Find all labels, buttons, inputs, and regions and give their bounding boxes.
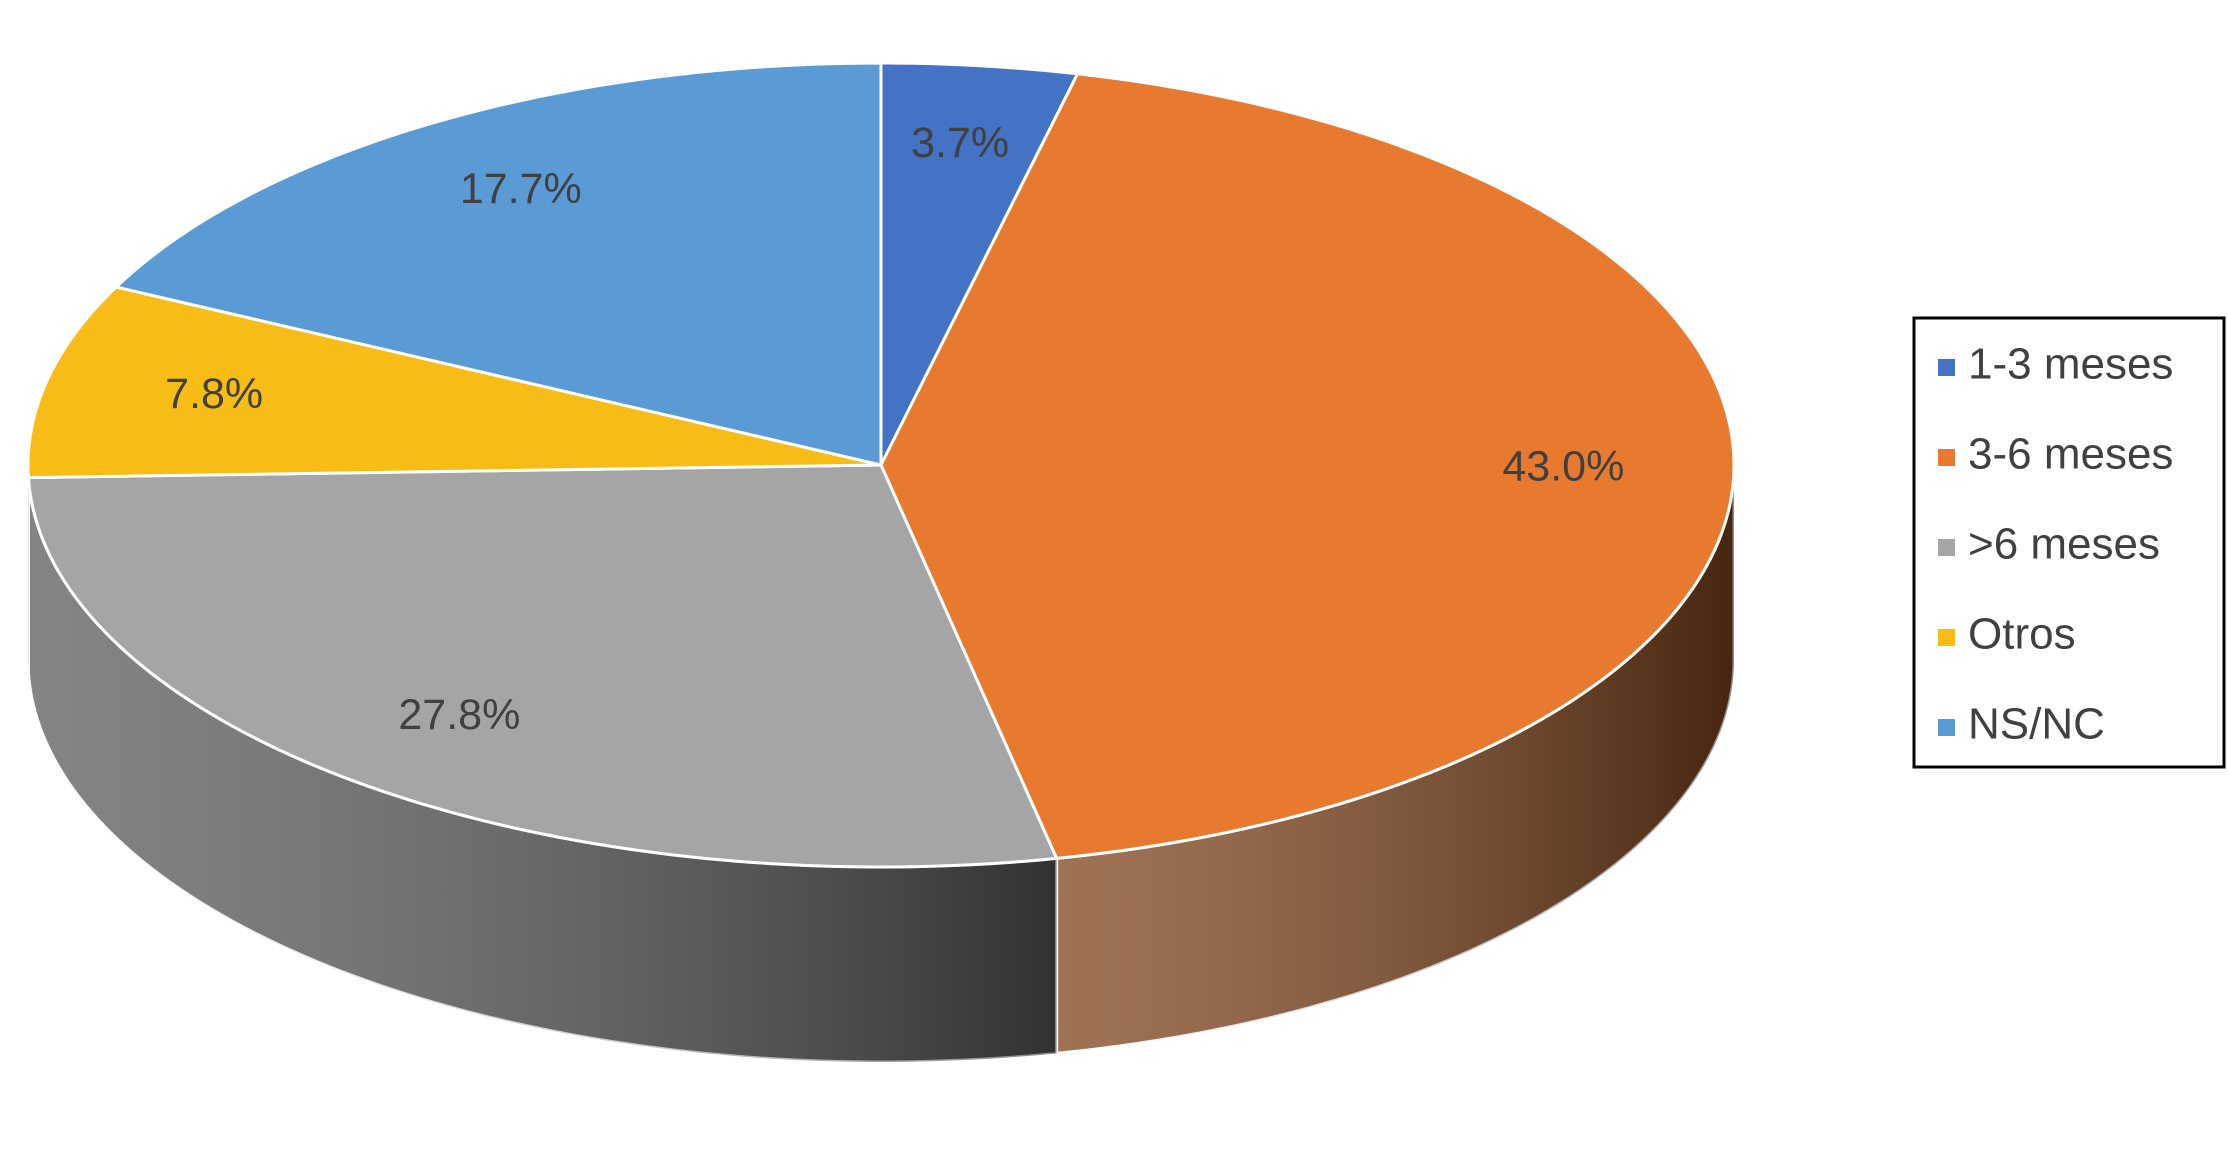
legend-label: >6 meses	[1968, 520, 2160, 569]
legend-swatch	[1938, 719, 1955, 736]
legend-swatch	[1938, 359, 1955, 376]
legend-swatch	[1938, 629, 1955, 646]
data-label: 27.8%	[398, 691, 520, 739]
legend-label: NS/NC	[1968, 700, 2105, 749]
pie-side-shade	[1056, 465, 1734, 1054]
legend-swatch	[1938, 539, 1955, 556]
pie-slice	[26, 285, 882, 480]
legend-label: Otros	[1968, 610, 2076, 659]
legend-box	[1912, 316, 2226, 769]
data-label: 17.7%	[460, 165, 582, 213]
legend-label: 1-3 meses	[1968, 340, 2173, 389]
pie-slice	[879, 72, 1736, 860]
data-label: 43.0%	[1502, 442, 1624, 490]
pie-side-shade	[28, 477, 1057, 1062]
data-label: 7.8%	[165, 370, 263, 418]
pie-slice	[113, 61, 883, 467]
data-label: 3.7%	[911, 119, 1009, 167]
pie: 3.7% 43.0% 27.8% 7.8% 17.7%	[26, 61, 1736, 1064]
legend: 1-3 meses 3-6 meses >6 meses Otros NS/NC	[1938, 340, 2173, 749]
legend-label: 3-6 meses	[1968, 430, 2173, 479]
pie-slice	[26, 463, 1059, 869]
legend-swatch	[1938, 449, 1955, 466]
